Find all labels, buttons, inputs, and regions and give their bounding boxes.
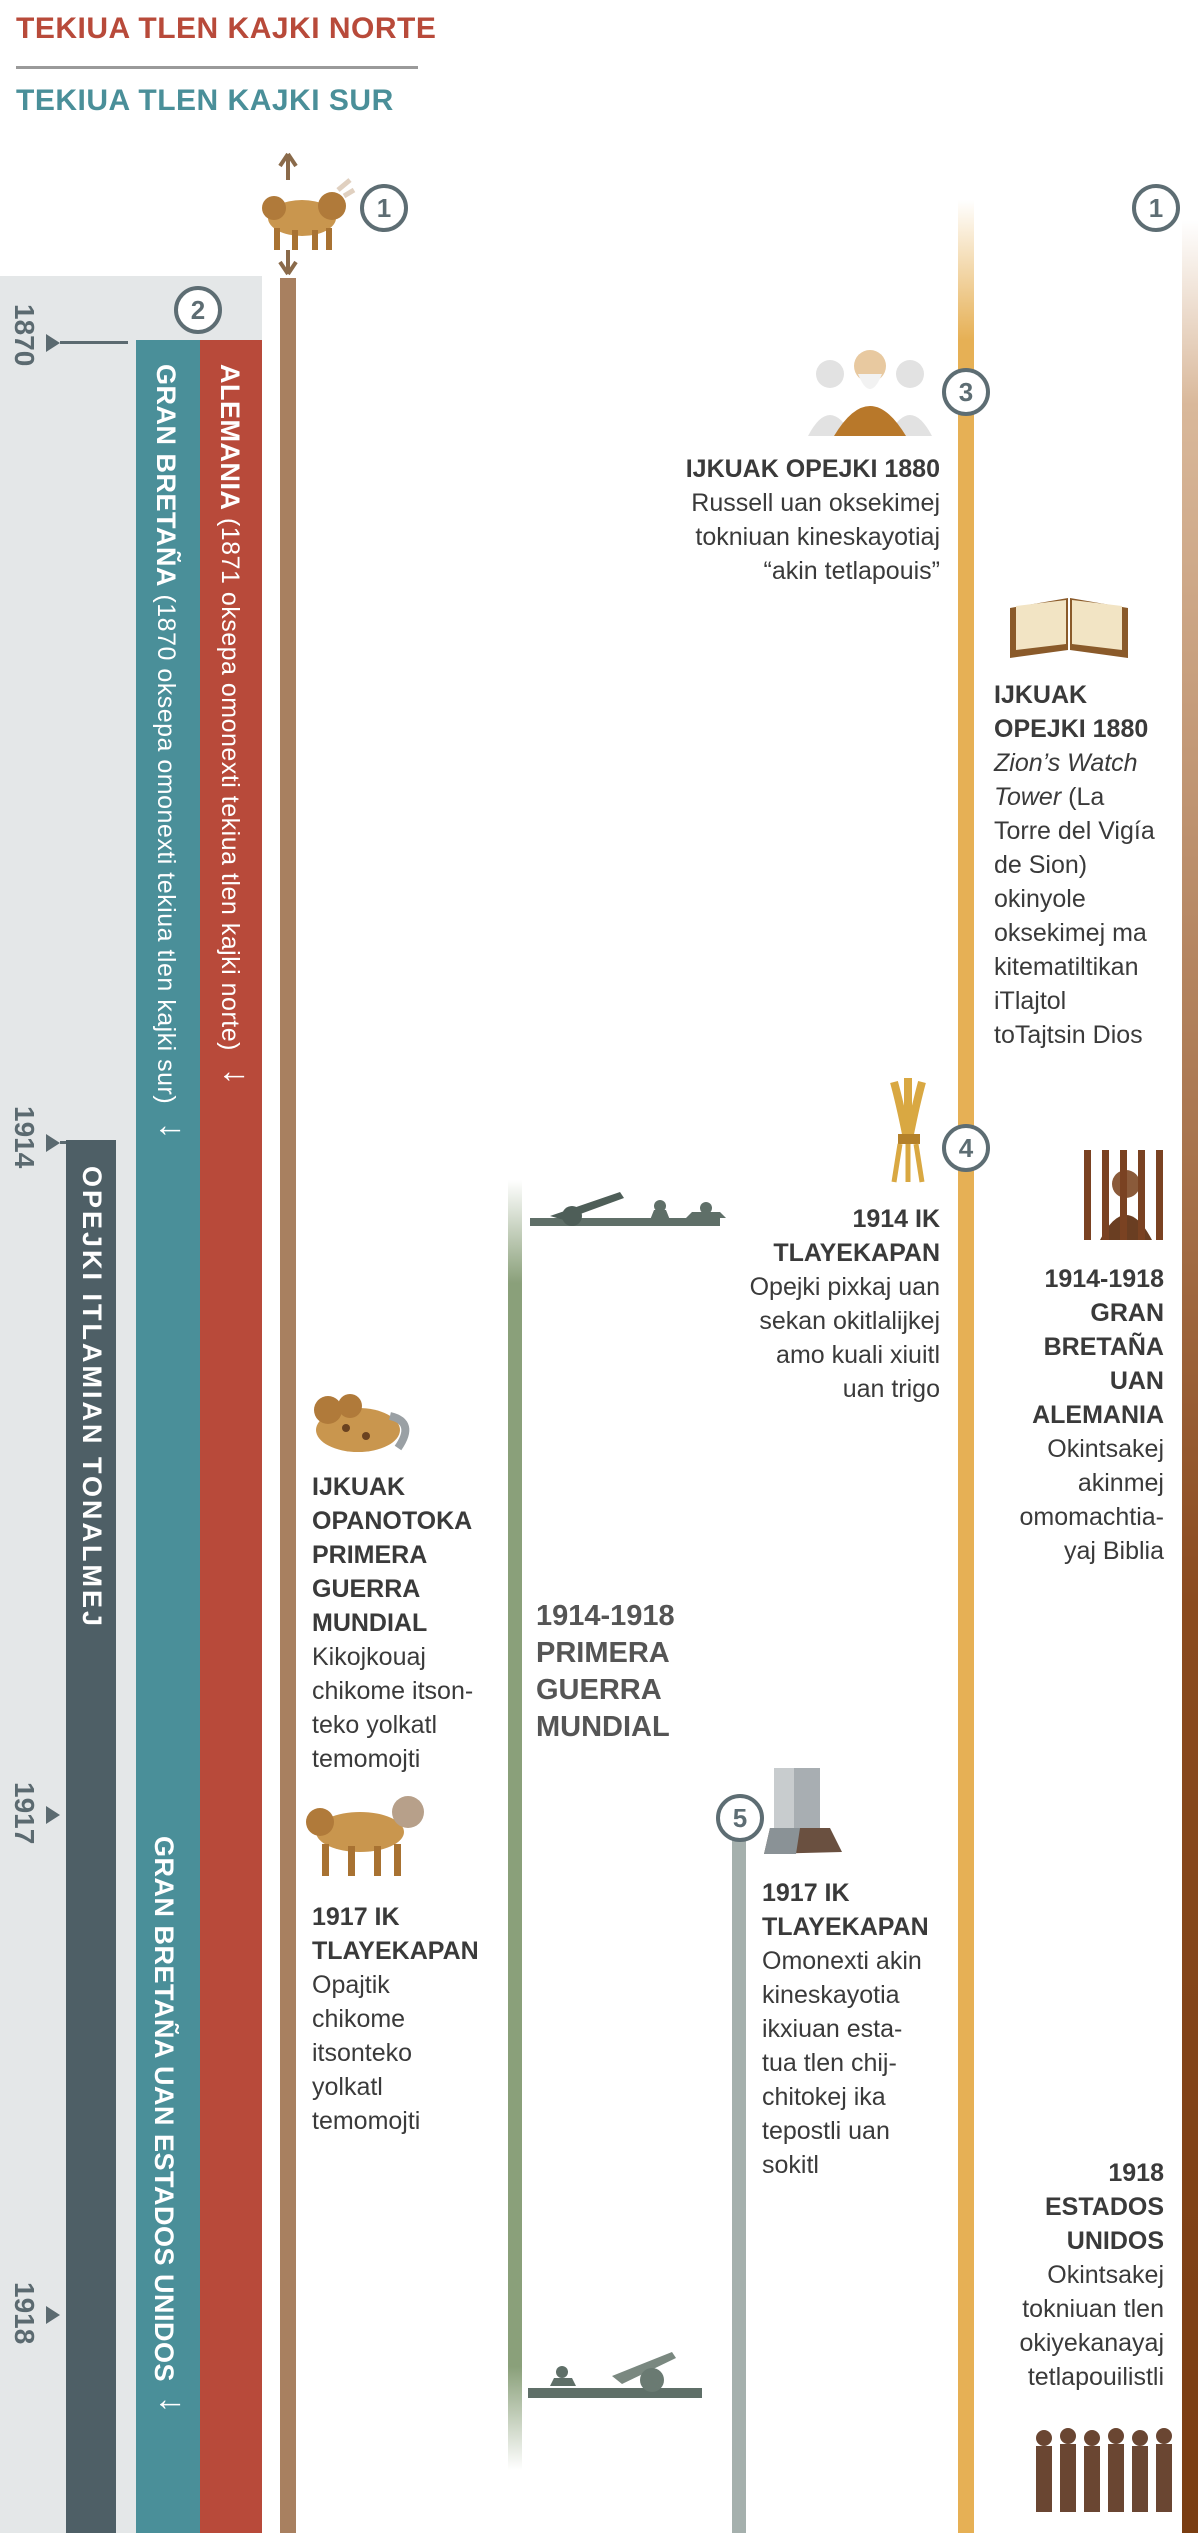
britain-arrow: ↓: [153, 1122, 191, 1140]
legend-south: TEKIUA TLEN KAJKI SUR: [16, 84, 394, 117]
prisoner-bars-icon: [1076, 1150, 1176, 1240]
war-timeline-line: [508, 1180, 522, 2470]
beast-timeline-line: [280, 278, 296, 2533]
tick-1917: [46, 1806, 60, 1824]
marker-2: 2: [174, 286, 222, 334]
event-1918-us: 1918 ESTADOS UNIDOS Okintsakej tokniuan …: [1019, 2159, 1164, 2391]
year-1918: 1918: [9, 2282, 40, 2345]
wheat-sheaf-icon: [890, 1078, 926, 1183]
germany-bar: [200, 340, 262, 2533]
marker-1-right: 1: [1132, 184, 1180, 232]
lion-beast-icon: [262, 152, 356, 276]
germany-arrow: ↓: [217, 1068, 255, 1086]
iron-clay-feet-icon: [764, 1768, 842, 1854]
open-book-icon: [1010, 598, 1128, 658]
germany-label: ALEMANIA (1871 oksepa omonexti tekiua tl…: [215, 364, 245, 1051]
britain-label: GRAN BRETAÑA (1870 oksepa omonexti tekiu…: [151, 364, 181, 1105]
tick-1918: [46, 2306, 60, 2324]
year-1914: 1914: [9, 1106, 40, 1169]
russell-portrait-icon: [808, 350, 932, 436]
wounded-beast-icon: [314, 1394, 410, 1452]
legend-north: TEKIUA TLEN KAJKI NORTE: [16, 12, 437, 45]
tick-line-1870: [60, 341, 128, 344]
marker-1: 1: [360, 184, 408, 232]
britain-bar: [136, 340, 200, 2533]
anglo-american-label: GRAN BRETAÑA UAN ESTADOS UNIDOS: [149, 1836, 179, 2383]
event-wound: IJKUAK OPANOTOKA PRIMERA GUERRA MUNDIAL …: [312, 1473, 474, 1773]
tick-1870: [46, 334, 60, 352]
anglo-american-arrow: ↓: [153, 2396, 191, 2414]
year-1917: 1917: [9, 1782, 40, 1845]
tick-1914: [46, 1134, 60, 1152]
prisoners-group-icon: [1036, 2428, 1172, 2512]
feet-timeline-line: [732, 1836, 746, 2533]
marker-5: 5: [716, 1794, 764, 1842]
marker-4: 4: [942, 1124, 990, 1172]
event-1917-feet: 1917 IK TLAYEKAPAN Omonexti akin kineska…: [762, 1879, 929, 2179]
brown-timeline-line: [1182, 220, 1198, 2533]
healed-beast-icon: [306, 1796, 424, 1876]
legend-divider: [16, 66, 418, 69]
event-world-war-one: 1914-1918 PRIMERA GUERRA MUNDIAL: [536, 1600, 675, 1743]
event-1914-harvest: 1914 IK TLAYEKAPAN Opejki pixkaj uan sek…: [749, 1205, 940, 1403]
event-1917-beast: 1917 IK TLAYEKAPAN Opajtik chikome itson…: [312, 1903, 479, 2135]
marker-3: 3: [942, 368, 990, 416]
last-days-label: OPEJKI ITLAMIAN TONALMEJ: [77, 1166, 107, 1630]
event-1914-1918-prison: 1914-1918 GRAN BRETAÑA UAN ALEMANIA Okin…: [1019, 1265, 1165, 1565]
artillery-soldiers-icon: [530, 1192, 726, 1226]
event-1880-russell: IJKUAK OPEJKI 1880 Russell uan oksekimej…: [685, 455, 940, 585]
gold-timeline-line: [958, 200, 974, 2533]
year-1870: 1870: [9, 304, 40, 367]
last-days-bar: [66, 1140, 116, 2533]
artillery-soldiers-bottom-icon: [528, 2352, 702, 2398]
event-1880-watchtower: IJKUAK OPEJKI 1880 Zion’s Watch Tower (L…: [994, 681, 1155, 1049]
